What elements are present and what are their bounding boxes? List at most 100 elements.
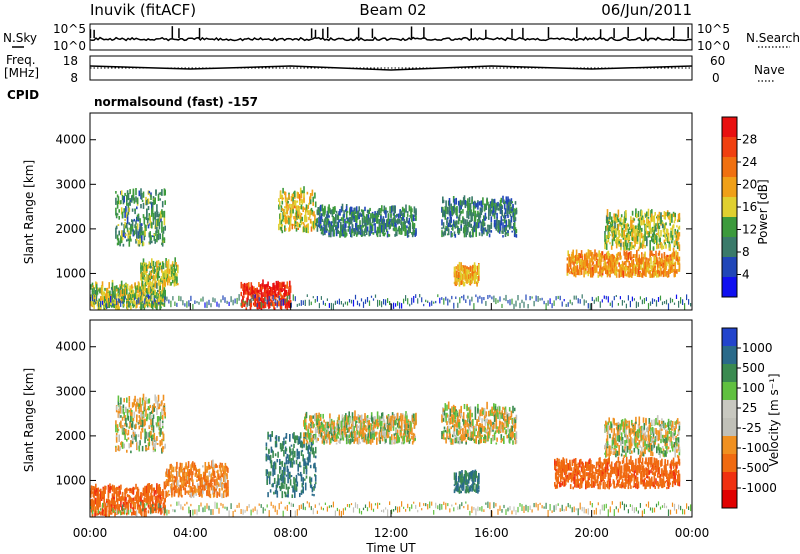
echo-cell — [171, 266, 173, 270]
echo-cell — [187, 466, 189, 475]
echo-cell — [478, 222, 480, 228]
echo-cell — [135, 196, 137, 203]
echo-cell — [413, 223, 416, 230]
echo-cell — [309, 218, 312, 224]
echo-cell — [585, 261, 588, 266]
echo-cell — [121, 293, 124, 297]
echo-cell — [678, 244, 681, 251]
echo-cell — [177, 267, 179, 274]
echo-cell — [149, 215, 151, 224]
echo-cell — [131, 412, 133, 417]
echo-cell — [356, 211, 359, 219]
echo-cell — [277, 474, 279, 482]
echo-cell — [141, 235, 143, 244]
echo-cell — [605, 240, 608, 243]
echo-cell — [161, 303, 163, 306]
echo-cell — [636, 227, 639, 236]
echo-cell — [589, 258, 591, 261]
ground-scatter — [150, 294, 152, 299]
echo-cell — [154, 495, 156, 500]
echo-cell — [335, 226, 338, 234]
echo-cell — [148, 215, 151, 219]
ground-scatter — [439, 297, 441, 304]
echo-cell — [291, 485, 294, 488]
echo-cell — [124, 212, 126, 218]
echo-cell — [154, 299, 156, 305]
echo-cell — [102, 509, 105, 512]
echo-cell — [630, 219, 632, 228]
echo-cell — [639, 271, 641, 273]
echo-cell — [382, 223, 385, 232]
echo-cell — [190, 467, 192, 476]
echo-cell — [293, 460, 295, 465]
echo-cell — [272, 482, 274, 488]
echo-cell — [284, 191, 287, 198]
echo-cell — [135, 483, 137, 490]
echo-cell — [334, 217, 336, 224]
echo-cell — [369, 207, 371, 212]
echo-cell — [319, 216, 322, 225]
echo-cell — [130, 199, 132, 202]
ground-scatter — [344, 301, 346, 305]
echo-cell — [102, 296, 105, 302]
echo-cell — [141, 283, 144, 287]
echo-cell — [347, 218, 350, 223]
echo-cell — [115, 424, 117, 433]
echo-cell — [309, 199, 312, 205]
echo-cell — [117, 411, 120, 418]
echo-cell — [620, 239, 622, 247]
echo-cell — [123, 208, 125, 213]
echo-cell — [579, 262, 581, 266]
echo-cell — [663, 224, 666, 232]
echo-cell — [657, 223, 660, 231]
echo-cell — [204, 467, 207, 475]
echo-cell — [277, 282, 279, 290]
echo-cell — [107, 300, 110, 307]
echo-cell — [274, 440, 277, 448]
echo-cell — [151, 505, 153, 513]
echo-cell — [380, 215, 382, 222]
echo-cell — [464, 200, 467, 208]
echo-cell — [129, 202, 131, 206]
echo-cell — [464, 219, 467, 227]
echo-cell — [151, 235, 154, 238]
echo-cell — [154, 275, 156, 282]
echo-cell — [312, 196, 314, 203]
echo-cell — [355, 226, 357, 235]
echo-cell — [279, 217, 281, 225]
echo-cell — [469, 265, 472, 272]
echo-cell — [303, 197, 305, 203]
echo-cell — [394, 219, 396, 223]
ground-scatter — [106, 303, 108, 309]
echo-cell — [456, 270, 458, 279]
echo-cell — [286, 281, 289, 289]
echo-cell — [152, 217, 155, 225]
echo-cell — [303, 223, 305, 226]
echo-cell — [250, 294, 253, 297]
echo-cell — [368, 209, 370, 214]
echo-cell — [131, 415, 133, 422]
echo-cell — [478, 232, 481, 236]
ground-scatter — [487, 295, 489, 300]
echo-cell — [99, 503, 101, 508]
echo-cell — [493, 213, 496, 217]
echo-cell — [636, 267, 639, 273]
echo-cell — [678, 269, 681, 272]
ground-scatter — [513, 303, 515, 309]
echo-cell — [105, 293, 108, 302]
echo-cell — [607, 258, 610, 266]
echo-cell — [202, 490, 204, 495]
echo-cell — [153, 406, 156, 412]
echo-cell — [477, 219, 479, 227]
power-y-tick-label: 1000 — [55, 266, 86, 280]
echo-cell — [358, 206, 360, 212]
ground-scatter — [112, 303, 114, 306]
ground-scatter — [671, 298, 674, 303]
echo-cell — [310, 226, 313, 232]
echo-cell — [649, 248, 651, 256]
echo-cell — [379, 234, 381, 237]
echo-cell — [620, 222, 623, 225]
echo-cell — [573, 255, 575, 258]
echo-cell — [468, 232, 471, 237]
echo-cell — [141, 419, 144, 428]
